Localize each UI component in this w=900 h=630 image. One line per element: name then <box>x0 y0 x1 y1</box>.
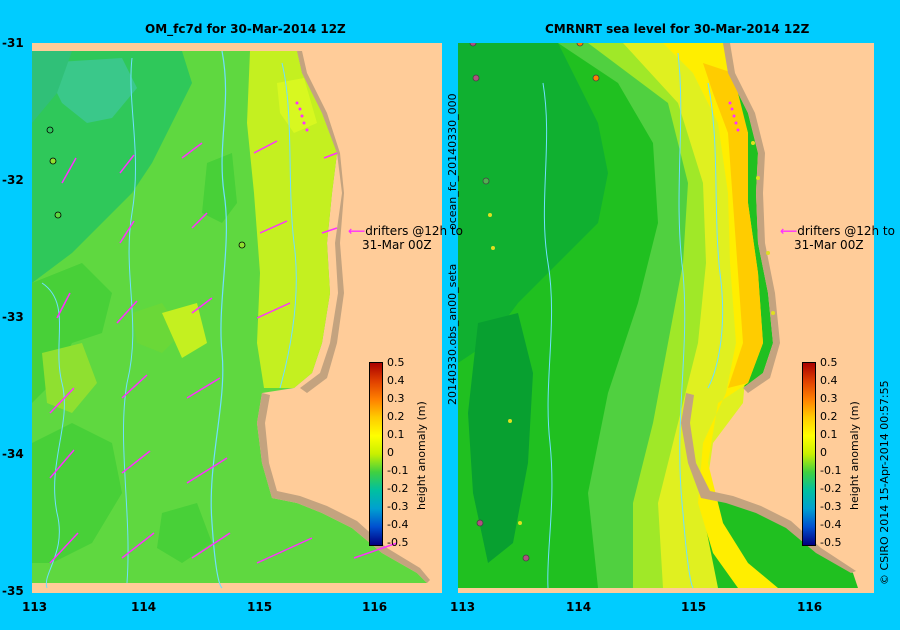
colorbar-tick: 0.1 <box>387 428 405 441</box>
right-panel-title: CMRNRT sea level for 30-Mar-2014 12Z <box>545 22 810 36</box>
drifter-annotation-left: ⟵drifters @12h to 31-Mar 00Z <box>348 224 463 252</box>
colorbar-tick: -0.5 <box>820 536 842 549</box>
left-panel-title: OM_fc7d for 30-Mar-2014 12Z <box>145 22 346 36</box>
left-colorbar <box>369 362 383 546</box>
colorbar-tick: 0.2 <box>820 410 838 423</box>
y-tick-label: -33 <box>2 310 24 324</box>
colorbar-tick: 0.5 <box>387 356 405 369</box>
x-tick-label: 113 <box>22 600 48 614</box>
colorbar-tick: -0.1 <box>820 464 842 477</box>
arrow-left-icon: ⟵ <box>348 224 366 238</box>
colorbar-tick: 0.3 <box>820 392 838 405</box>
colorbar-tick: 0 <box>820 446 827 459</box>
forecast-run-label: ocean_fc_20140330_000 <box>446 93 459 230</box>
colorbar-tick: 0.5 <box>820 356 838 369</box>
colorbar-tick: -0.4 <box>820 518 842 531</box>
annotation-line1: drifters @12h to <box>365 224 463 238</box>
left-map <box>32 43 442 593</box>
annotation-line2: 31-Mar 00Z <box>794 238 864 252</box>
colorbar-label: height anomaly (m) <box>415 401 428 510</box>
colorbar-tick: 0.3 <box>387 392 405 405</box>
colorbar-tick: -0.3 <box>820 500 842 513</box>
x-tick-label: 114 <box>131 600 157 614</box>
x-tick-label: 114 <box>566 600 592 614</box>
y-tick-label: -32 <box>2 173 24 187</box>
colorbar-tick: -0.1 <box>387 464 409 477</box>
colorbar-tick: -0.4 <box>387 518 409 531</box>
colorbar-tick: 0 <box>387 446 394 459</box>
colorbar-tick: -0.3 <box>387 500 409 513</box>
colorbar-tick: -0.2 <box>820 482 842 495</box>
colorbar-label: height anomaly (m) <box>848 401 861 510</box>
analysis-run-label: 20140330.obs_an00_seta <box>446 263 459 405</box>
colorbar-tick: -0.2 <box>387 482 409 495</box>
x-tick-label: 113 <box>450 600 476 614</box>
right-colorbar <box>802 362 816 546</box>
x-tick-label: 115 <box>247 600 273 614</box>
colorbar-tick: 0.2 <box>387 410 405 423</box>
colorbar-tick: -0.5 <box>387 536 409 549</box>
colorbar-tick: 0.4 <box>820 374 838 387</box>
annotation-line2: 31-Mar 00Z <box>362 238 432 252</box>
y-tick-label: -35 <box>2 584 24 598</box>
x-tick-label: 115 <box>681 600 707 614</box>
x-tick-label: 116 <box>362 600 388 614</box>
annotation-line1: drifters @12h to <box>797 224 895 238</box>
drifter-annotation-right: ⟵drifters @12h to 31-Mar 00Z <box>780 224 895 252</box>
colorbar-tick: 0.1 <box>820 428 838 441</box>
arrow-left-icon: ⟵ <box>780 224 798 238</box>
x-tick-label: 116 <box>797 600 823 614</box>
colorbar-tick: 0.4 <box>387 374 405 387</box>
y-tick-label: -34 <box>2 447 24 461</box>
y-tick-label: -31 <box>2 36 24 50</box>
credit-label: © CSIRO 2014 15-Apr-2014 00:57:55 <box>878 380 891 585</box>
